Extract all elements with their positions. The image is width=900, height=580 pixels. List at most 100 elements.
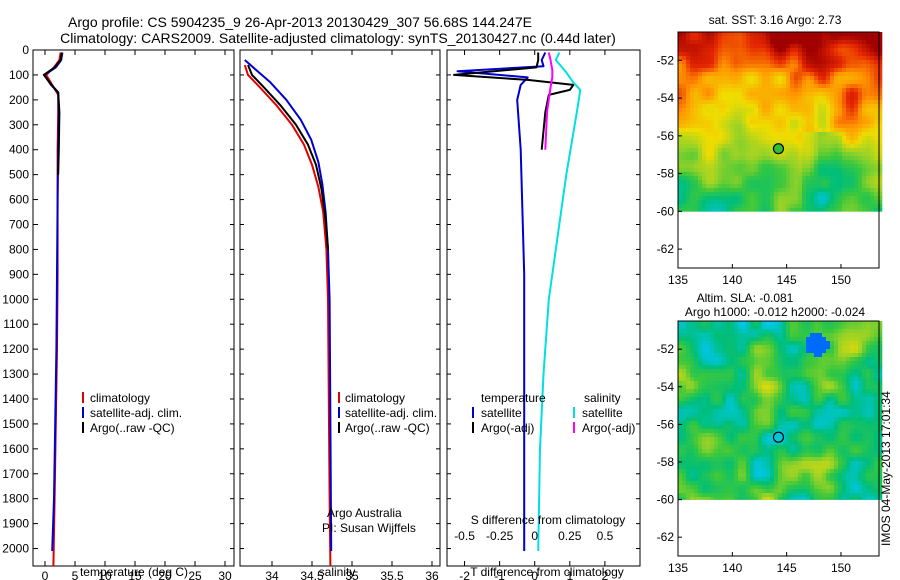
map-cell [742,48,747,53]
map-cell [678,413,683,418]
map-cell [722,40,727,45]
map-cell [742,337,747,342]
map-cell [866,100,871,105]
map-cell [738,493,743,498]
map-cell [698,96,703,101]
map-cell [738,128,743,133]
map-cell [854,421,859,426]
map-cell [718,72,723,77]
map-cell [830,36,835,41]
map-cell [682,32,687,37]
map-cell [738,176,743,181]
map-cell [774,357,779,362]
map-cell [686,108,691,113]
map-cell [806,465,811,470]
map-cell [878,156,883,161]
map-cell [734,321,739,326]
map-cell [678,200,683,205]
map-cell [742,176,747,181]
map-cell [846,196,851,201]
map-cell [790,453,795,458]
map-cell [762,84,767,89]
legend-label-s-satellite: satellite [582,406,623,420]
map-cell [818,333,823,338]
map-cell [766,60,771,65]
map-cell [754,32,759,37]
map-cell [842,132,847,137]
map-cell [818,425,823,430]
map-cell [714,64,719,69]
map-cell [866,164,871,169]
map-cell [686,116,691,121]
map-cell [846,36,851,41]
map-cell [690,72,695,77]
map-cell [814,337,819,342]
map-cell [878,136,883,141]
map-cell [874,465,879,470]
map-cell [870,168,875,173]
map-cell [730,445,735,450]
map-cell [822,341,827,346]
map-cell [758,409,763,414]
map-cell [802,405,807,410]
map-cell [678,100,683,105]
map-cell [806,164,811,169]
map-cell [790,489,795,494]
map-cell [730,337,735,342]
map-cell [714,76,719,81]
map-cell [714,421,719,426]
map-cell [682,497,687,500]
map-cell [838,76,843,81]
map-cell [706,321,711,326]
map-cell [802,132,807,137]
map-cell [830,365,835,370]
map-cell [858,104,863,109]
map-cell [746,365,751,370]
map-cell [818,68,823,73]
map-cell [878,321,883,326]
map-cell [838,369,843,374]
map-cell [714,176,719,181]
map-cell [858,196,863,201]
map-cell [862,381,867,386]
map-cell [834,421,839,426]
map-cell [682,144,687,149]
map-cell [826,52,831,57]
map-cell [866,469,871,474]
map-cell [742,200,747,205]
map-cell [686,413,691,418]
map-cell [774,493,779,498]
map-cell [846,76,851,81]
map-cell [714,52,719,57]
map-cell [786,377,791,382]
map-cell [878,365,883,370]
map-cell [810,208,815,212]
map-cell [710,140,715,145]
map-cell [806,104,811,109]
map-cell [810,156,815,161]
map-cell [850,208,855,212]
map-cell [722,321,727,326]
map-cell [858,140,863,145]
map-cell [754,188,759,193]
map-cell [762,172,767,177]
map-cell [706,405,711,410]
map-cell [694,44,699,49]
map-cell [778,441,783,446]
map-cell [730,397,735,402]
map-cell [762,196,767,201]
map-cell [822,329,827,334]
map-cell [702,405,707,410]
map-cell [838,168,843,173]
map-cell [822,204,827,209]
map-cell [738,461,743,466]
map-cell [790,96,795,101]
map-cell [690,200,695,205]
map-cell [722,485,727,490]
map-cell [866,345,871,350]
map-cell [686,365,691,370]
map-cell [830,473,835,478]
map-cell [818,168,823,173]
map-cell [850,321,855,326]
map-cell [762,353,767,358]
